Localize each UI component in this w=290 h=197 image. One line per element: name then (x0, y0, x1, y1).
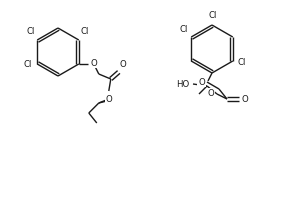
Text: O: O (242, 95, 249, 103)
Text: Cl: Cl (209, 11, 217, 20)
Text: HO: HO (176, 80, 189, 88)
Text: Cl: Cl (24, 59, 32, 69)
Text: O: O (91, 59, 97, 68)
Text: O: O (198, 77, 205, 86)
Text: O: O (105, 95, 112, 104)
Text: Cl: Cl (81, 27, 89, 36)
Text: O: O (120, 60, 126, 69)
Text: O: O (207, 88, 214, 98)
Text: Cl: Cl (27, 27, 35, 36)
Text: Cl: Cl (180, 25, 188, 34)
Text: Cl: Cl (238, 58, 246, 67)
